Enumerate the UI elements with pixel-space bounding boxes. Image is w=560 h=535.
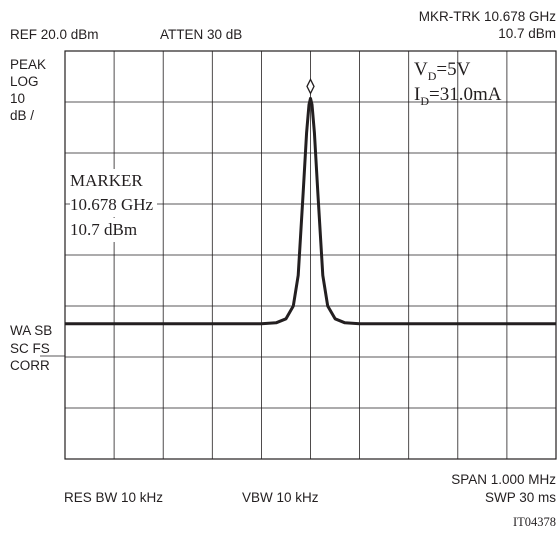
marker-frequency: 10.678 GHz <box>70 193 158 217</box>
corr-label: CORR <box>10 358 50 373</box>
marker-level: 10.7 dBm <box>70 218 142 242</box>
scale-unit-label: dB / <box>10 108 35 123</box>
span-label: SPAN 1.000 MHz <box>451 472 556 487</box>
id-condition: ID=31.0mA <box>414 84 502 108</box>
attenuation-label: ATTEN 30 dB <box>160 27 243 42</box>
ref-level-label: REF 20.0 dBm <box>10 27 99 42</box>
marker-track-label: MKR-TRK 10.678 GHz <box>418 9 556 24</box>
plot-grid <box>40 50 557 460</box>
vbw-label: VBW 10 kHz <box>242 490 319 505</box>
wa-sb-label: WA SB <box>10 323 53 338</box>
scale-log-label: LOG <box>10 74 39 89</box>
scale-div-value: 10 <box>10 91 26 106</box>
marker-level-readout: 10.7 dBm <box>498 26 556 41</box>
res-bw-label: RES BW 10 kHz <box>64 490 164 505</box>
detector-peak-label: PEAK <box>10 57 47 72</box>
figure-id: IT04378 <box>512 515 556 529</box>
vd-condition: VD=5V <box>414 59 471 83</box>
marker-title: MARKER <box>70 169 147 193</box>
spectrum-trace <box>65 96 556 326</box>
sc-fs-label: SC FS <box>10 341 50 356</box>
marker-diamond <box>306 77 315 95</box>
sweep-time-label: SWP 30 ms <box>484 490 556 505</box>
